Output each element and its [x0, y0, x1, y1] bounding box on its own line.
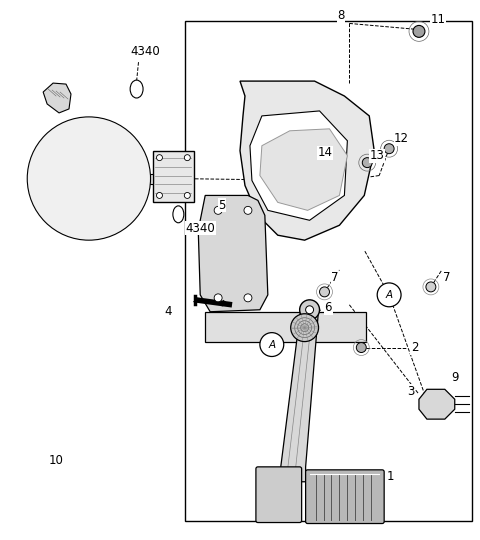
Text: 4340: 4340 [131, 45, 160, 58]
Circle shape [426, 282, 436, 292]
Circle shape [356, 342, 366, 353]
Circle shape [49, 139, 129, 218]
Text: 8: 8 [337, 9, 345, 22]
Text: 10: 10 [49, 454, 64, 468]
Text: 7: 7 [443, 272, 450, 285]
Circle shape [37, 127, 141, 230]
Text: 2: 2 [411, 341, 419, 354]
Circle shape [413, 25, 425, 37]
Circle shape [320, 287, 329, 297]
Circle shape [156, 192, 162, 198]
Text: 13: 13 [369, 149, 384, 162]
Text: 12: 12 [394, 132, 409, 145]
Circle shape [214, 206, 222, 214]
Text: 4340: 4340 [185, 222, 215, 235]
Circle shape [61, 151, 117, 206]
Circle shape [377, 283, 401, 307]
FancyBboxPatch shape [256, 467, 301, 523]
Text: 1: 1 [387, 470, 395, 483]
Circle shape [291, 314, 319, 342]
Polygon shape [250, 111, 348, 220]
FancyBboxPatch shape [306, 470, 384, 523]
Circle shape [244, 294, 252, 302]
Polygon shape [123, 173, 153, 184]
Ellipse shape [173, 206, 184, 223]
Bar [185, 22, 472, 521]
Text: 6: 6 [324, 301, 332, 314]
Circle shape [384, 144, 394, 154]
Circle shape [83, 173, 95, 185]
Circle shape [73, 163, 105, 194]
Text: 9: 9 [451, 371, 458, 384]
Bar [153, 151, 194, 202]
Text: 11: 11 [431, 13, 446, 26]
Circle shape [184, 192, 190, 198]
Bar [205, 312, 366, 342]
Polygon shape [43, 83, 71, 113]
Text: 3: 3 [407, 385, 414, 398]
Circle shape [156, 154, 162, 160]
Text: A: A [268, 340, 276, 349]
Circle shape [244, 206, 252, 214]
Polygon shape [240, 81, 374, 240]
Polygon shape [198, 195, 268, 312]
Circle shape [306, 306, 313, 314]
Polygon shape [281, 310, 319, 482]
Circle shape [184, 154, 190, 160]
Text: 5: 5 [218, 199, 226, 212]
Polygon shape [260, 129, 348, 211]
Circle shape [300, 300, 320, 320]
Polygon shape [419, 389, 455, 419]
Text: 4: 4 [165, 305, 172, 318]
Circle shape [214, 294, 222, 302]
Text: A: A [385, 290, 393, 300]
Circle shape [260, 333, 284, 356]
Circle shape [362, 158, 372, 167]
Text: 14: 14 [318, 146, 333, 159]
Text: 7: 7 [332, 272, 339, 285]
Ellipse shape [130, 80, 143, 98]
Circle shape [27, 117, 151, 240]
